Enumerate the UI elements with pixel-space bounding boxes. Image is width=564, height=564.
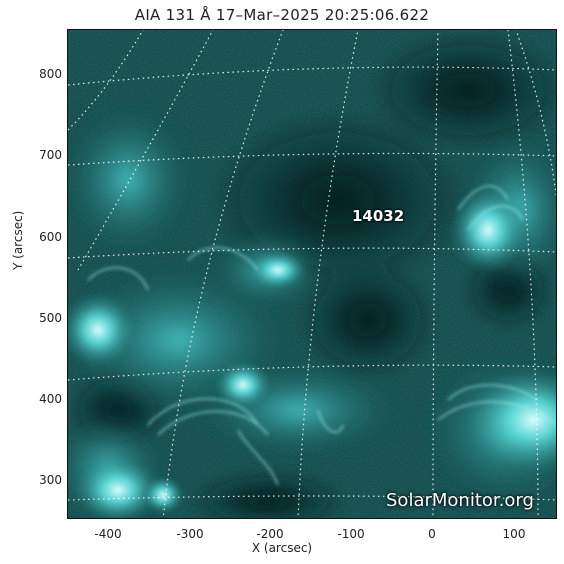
y-tick-label: 500 xyxy=(39,311,62,325)
y-tick-label: 600 xyxy=(39,230,62,244)
y-tick-label: 300 xyxy=(39,473,62,487)
x-tick-label: 0 xyxy=(428,527,436,541)
y-axis-label: Y (arcsec) xyxy=(11,210,25,270)
y-tick-label: 800 xyxy=(39,67,62,81)
y-tick-label: 400 xyxy=(39,392,62,406)
x-axis-label: X (arcsec) xyxy=(251,541,313,555)
solar-image-panel: 14032 xyxy=(67,29,557,519)
x-tick-label: -300 xyxy=(176,527,204,541)
watermark: SolarMonitor.org xyxy=(386,490,534,511)
heliographic-grid xyxy=(68,30,556,518)
x-tick-label: 100 xyxy=(502,527,526,541)
y-tick-label: 700 xyxy=(39,148,62,162)
solar-image xyxy=(68,30,556,518)
x-tick-label: -100 xyxy=(337,527,365,541)
x-tick-label: -400 xyxy=(94,527,122,541)
image-title: AIA 131 Å 17–Mar–2025 20:25:06.622 xyxy=(134,6,430,24)
active-region-number: 14032 xyxy=(352,207,405,225)
x-tick-label: -200 xyxy=(256,527,284,541)
